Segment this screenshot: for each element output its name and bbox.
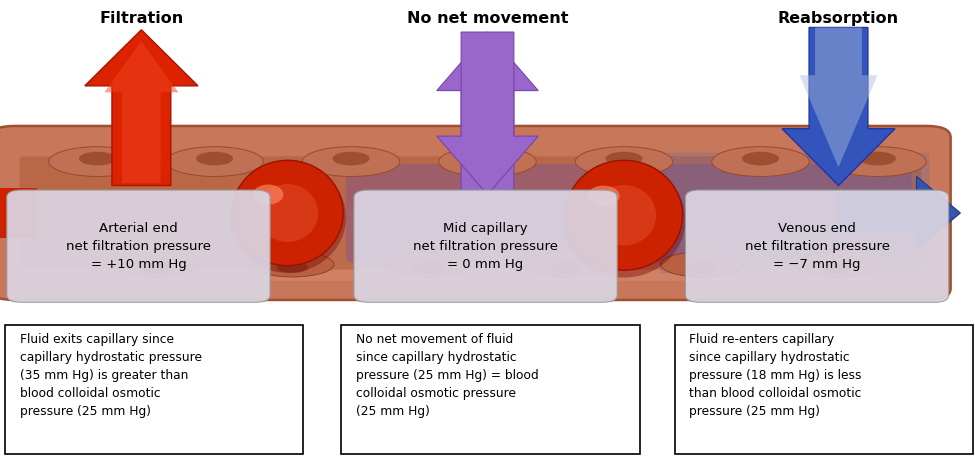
Ellipse shape xyxy=(563,162,685,278)
Ellipse shape xyxy=(592,185,656,245)
Ellipse shape xyxy=(115,252,197,277)
Ellipse shape xyxy=(302,147,400,176)
Ellipse shape xyxy=(232,160,343,266)
Polygon shape xyxy=(104,41,178,183)
Ellipse shape xyxy=(575,147,673,176)
Ellipse shape xyxy=(661,252,743,277)
Ellipse shape xyxy=(566,160,682,270)
Ellipse shape xyxy=(332,152,370,165)
Ellipse shape xyxy=(798,252,879,277)
FancyBboxPatch shape xyxy=(346,164,912,262)
Ellipse shape xyxy=(257,184,318,242)
Ellipse shape xyxy=(252,252,333,277)
Ellipse shape xyxy=(829,147,926,176)
FancyBboxPatch shape xyxy=(0,126,951,300)
Ellipse shape xyxy=(49,147,146,176)
Ellipse shape xyxy=(79,152,116,165)
FancyBboxPatch shape xyxy=(17,209,924,281)
Polygon shape xyxy=(85,30,198,185)
FancyBboxPatch shape xyxy=(20,156,921,270)
Ellipse shape xyxy=(525,252,606,277)
Polygon shape xyxy=(437,32,538,195)
Ellipse shape xyxy=(469,152,506,165)
FancyBboxPatch shape xyxy=(685,190,949,302)
Text: No net movement: No net movement xyxy=(407,11,568,27)
Text: Filtration: Filtration xyxy=(99,11,183,27)
Ellipse shape xyxy=(196,152,233,165)
Ellipse shape xyxy=(439,147,536,176)
FancyBboxPatch shape xyxy=(675,325,973,454)
Ellipse shape xyxy=(742,152,779,165)
Text: Mid capillary
net filtration pressure
= 0 mm Hg: Mid capillary net filtration pressure = … xyxy=(413,222,558,271)
Ellipse shape xyxy=(166,147,263,176)
FancyBboxPatch shape xyxy=(0,188,37,238)
Text: No net movement of fluid
since capillary hydrostatic
pressure (25 mm Hg) = blood: No net movement of fluid since capillary… xyxy=(356,333,538,419)
FancyBboxPatch shape xyxy=(5,325,303,454)
Text: Fluid exits capillary since
capillary hydrostatic pressure
(35 mm Hg) is greater: Fluid exits capillary since capillary hy… xyxy=(20,333,202,419)
Text: Arterial end
net filtration pressure
= +10 mm Hg: Arterial end net filtration pressure = +… xyxy=(66,222,211,271)
Ellipse shape xyxy=(712,147,809,176)
Ellipse shape xyxy=(587,185,620,207)
Text: Fluid re-enters capillary
since capillary hydrostatic
pressure (18 mm Hg) is les: Fluid re-enters capillary since capillar… xyxy=(689,333,862,419)
Ellipse shape xyxy=(605,152,643,165)
Ellipse shape xyxy=(550,262,581,273)
Ellipse shape xyxy=(859,152,896,165)
Ellipse shape xyxy=(140,262,172,273)
Ellipse shape xyxy=(823,262,854,273)
Ellipse shape xyxy=(253,185,284,205)
FancyBboxPatch shape xyxy=(354,190,617,302)
Ellipse shape xyxy=(229,162,346,273)
Ellipse shape xyxy=(388,252,470,277)
Ellipse shape xyxy=(686,262,718,273)
Polygon shape xyxy=(838,176,960,250)
Text: Reabsorption: Reabsorption xyxy=(778,11,899,27)
Polygon shape xyxy=(800,27,878,167)
Polygon shape xyxy=(782,27,895,185)
Text: Venous end
net filtration pressure
= −7 mm Hg: Venous end net filtration pressure = −7 … xyxy=(745,222,889,271)
Ellipse shape xyxy=(413,262,445,273)
FancyBboxPatch shape xyxy=(660,153,929,273)
Ellipse shape xyxy=(277,262,308,273)
Polygon shape xyxy=(437,32,538,195)
FancyBboxPatch shape xyxy=(341,325,640,454)
FancyBboxPatch shape xyxy=(7,190,270,302)
